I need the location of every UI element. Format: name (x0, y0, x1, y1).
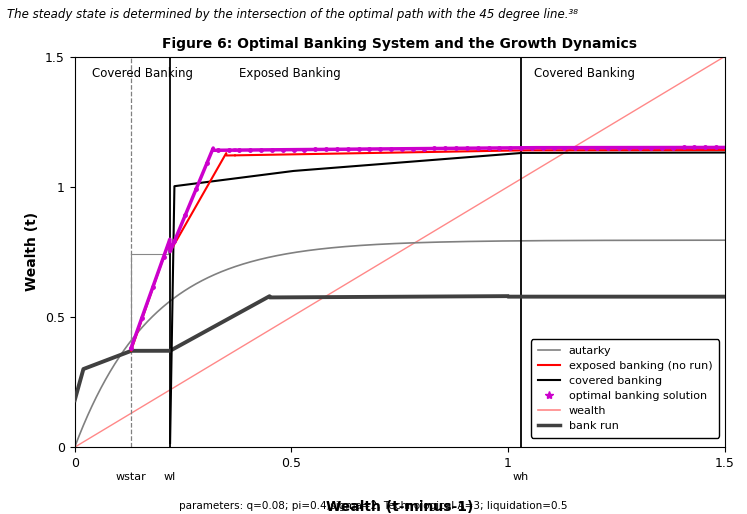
Title: Figure 6: Optimal Banking System and the Growth Dynamics: Figure 6: Optimal Banking System and the… (162, 37, 637, 51)
Text: Covered Banking: Covered Banking (92, 67, 193, 80)
Text: wl: wl (164, 472, 176, 482)
X-axis label: Wealth (t-minus-1): Wealth (t-minus-1) (326, 501, 474, 514)
Legend: autarky, exposed banking (no run), covered banking, optimal banking solution, we: autarky, exposed banking (no run), cover… (531, 339, 719, 438)
Y-axis label: Wealth (t): Wealth (t) (25, 212, 40, 291)
Text: wstar: wstar (116, 472, 146, 482)
Text: wh: wh (513, 472, 529, 482)
Text: parameters: q=0.08; pi=0.4;sigma=2, Technological A=3; liquidation=0.5: parameters: q=0.08; pi=0.4;sigma=2, Tech… (179, 501, 568, 511)
Text: The steady state is determined by the intersection of the optimal path with the : The steady state is determined by the in… (7, 8, 578, 21)
Text: Exposed Banking: Exposed Banking (239, 67, 341, 80)
Text: Covered Banking: Covered Banking (534, 67, 635, 80)
